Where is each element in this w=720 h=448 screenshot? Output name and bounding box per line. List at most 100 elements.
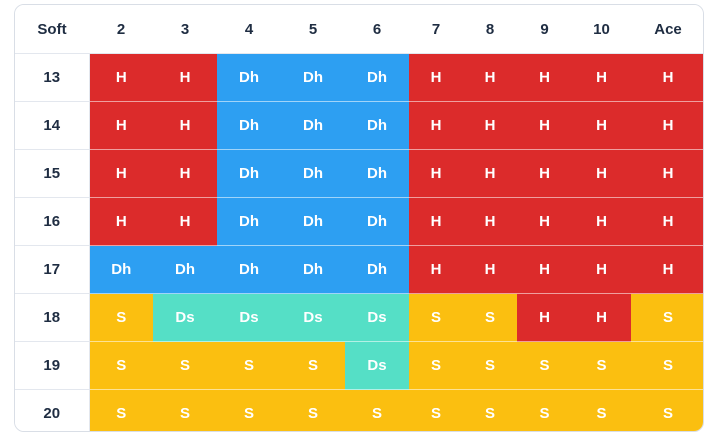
action-cell: H: [89, 197, 153, 246]
action-cell: S: [517, 341, 572, 390]
action-cell: H: [517, 53, 572, 102]
action-cell: Dh: [281, 197, 345, 246]
header-row: Soft 2 3 4 5 6 7 8 9 10 Ace: [15, 5, 703, 54]
dealer-card-header: 8: [463, 5, 517, 54]
action-cell: H: [572, 197, 631, 246]
action-cell: Dh: [281, 245, 345, 294]
action-cell: H: [572, 101, 631, 150]
action-cell: H: [463, 101, 517, 150]
row-label: 17: [15, 245, 90, 294]
action-cell: Ds: [153, 293, 217, 342]
action-cell: S: [281, 341, 345, 390]
action-cell: H: [409, 53, 463, 102]
action-cell: H: [409, 245, 463, 294]
action-cell: Dh: [217, 101, 281, 150]
action-cell: Dh: [89, 245, 153, 294]
action-cell: S: [517, 389, 572, 431]
action-cell: H: [463, 149, 517, 198]
action-cell: S: [409, 389, 463, 431]
action-cell: S: [89, 341, 153, 390]
action-cell: S: [463, 389, 517, 431]
action-cell: Dh: [217, 197, 281, 246]
dealer-card-header: 4: [217, 5, 281, 54]
action-cell: H: [409, 197, 463, 246]
action-cell: Dh: [153, 245, 217, 294]
action-cell: S: [153, 389, 217, 431]
action-cell: Dh: [345, 245, 409, 294]
action-cell: Ds: [281, 293, 345, 342]
table-row: 17 Dh Dh Dh Dh Dh H H H H H: [15, 245, 703, 294]
table-body: 13 H H Dh Dh Dh H H H H H 14 H H Dh Dh Dh H H H H H 15 H H Dh Dh Dh…: [15, 53, 703, 431]
action-cell: S: [409, 341, 463, 390]
row-label: 20: [15, 389, 90, 431]
action-cell: H: [463, 197, 517, 246]
action-cell: S: [281, 389, 345, 431]
action-cell: H: [89, 149, 153, 198]
dealer-card-header: 9: [517, 5, 572, 54]
dealer-card-header: 5: [281, 5, 345, 54]
action-cell: Dh: [281, 149, 345, 198]
action-cell: Dh: [281, 53, 345, 102]
action-cell: S: [89, 389, 153, 431]
dealer-card-header: 3: [153, 5, 217, 54]
table-row: 20 S S S S S S S S S S: [15, 389, 703, 431]
action-cell: S: [631, 293, 703, 342]
action-cell: S: [572, 389, 631, 431]
action-cell: Ds: [217, 293, 281, 342]
dealer-card-header: 6: [345, 5, 409, 54]
action-cell: Dh: [217, 149, 281, 198]
action-cell: Dh: [281, 101, 345, 150]
action-cell: Dh: [217, 245, 281, 294]
action-cell: S: [631, 389, 703, 431]
table-row: 16 H H Dh Dh Dh H H H H H: [15, 197, 703, 246]
corner-header: Soft: [15, 5, 89, 54]
action-cell: S: [409, 293, 463, 342]
action-cell: H: [631, 53, 703, 102]
action-cell: S: [217, 341, 281, 390]
action-cell: Ds: [345, 341, 409, 390]
action-cell: H: [517, 101, 572, 150]
action-cell: H: [517, 245, 572, 294]
action-cell: H: [572, 293, 631, 342]
action-cell: S: [153, 341, 217, 390]
action-cell: S: [463, 341, 517, 390]
action-cell: Dh: [345, 53, 409, 102]
action-cell: Dh: [345, 197, 409, 246]
row-label: 15: [15, 149, 90, 198]
strategy-chart-card: Soft 2 3 4 5 6 7 8 9 10 Ace 13 H H Dh Dh Dh H H H H H 14 H H Dh…: [14, 4, 704, 432]
action-cell: H: [463, 53, 517, 102]
action-cell: S: [89, 293, 153, 342]
action-cell: H: [572, 149, 631, 198]
table-row: 19 S S S S Ds S S S S S: [15, 341, 703, 390]
row-label: 13: [15, 53, 90, 102]
action-cell: H: [631, 101, 703, 150]
action-cell: H: [153, 101, 217, 150]
action-cell: S: [463, 293, 517, 342]
dealer-card-header: 10: [572, 5, 631, 54]
soft-hands-strategy-table: Soft 2 3 4 5 6 7 8 9 10 Ace 13 H H Dh Dh Dh H H H H H 14 H H Dh…: [15, 5, 703, 431]
action-cell: H: [153, 53, 217, 102]
action-cell: H: [409, 101, 463, 150]
action-cell: Dh: [345, 101, 409, 150]
action-cell: H: [89, 101, 153, 150]
action-cell: H: [89, 53, 153, 102]
action-cell: H: [409, 149, 463, 198]
action-cell: Ds: [345, 293, 409, 342]
row-label: 14: [15, 101, 90, 150]
action-cell: Dh: [217, 53, 281, 102]
table-row: 15 H H Dh Dh Dh H H H H H: [15, 149, 703, 198]
action-cell: H: [631, 245, 703, 294]
table-row: 14 H H Dh Dh Dh H H H H H: [15, 101, 703, 150]
action-cell: S: [345, 389, 409, 431]
action-cell: S: [631, 341, 703, 390]
action-cell: H: [517, 197, 572, 246]
row-label: 18: [15, 293, 90, 342]
action-cell: H: [572, 245, 631, 294]
action-cell: S: [572, 341, 631, 390]
row-label: 16: [15, 197, 90, 246]
action-cell: Dh: [345, 149, 409, 198]
dealer-card-header: 7: [409, 5, 463, 54]
action-cell: H: [572, 53, 631, 102]
dealer-card-header: 2: [89, 5, 153, 54]
row-label: 19: [15, 341, 90, 390]
